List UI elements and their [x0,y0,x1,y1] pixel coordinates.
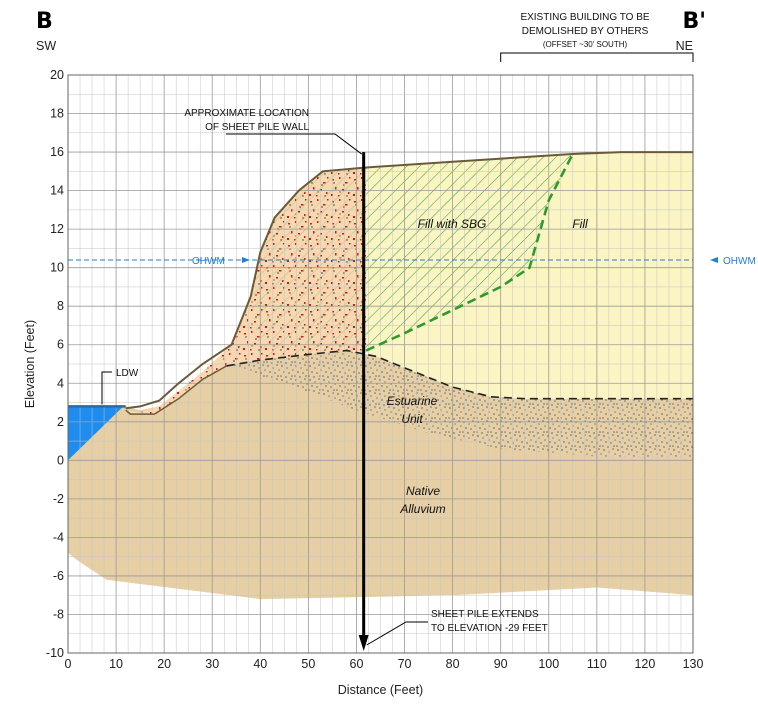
y-tick-label: 0 [57,453,64,467]
unit-label-fill: Fill [572,217,588,231]
unit-label-fill-sbg: Fill with SBG [418,217,487,231]
ohwm-label-left: OHWM [192,256,225,267]
building-extent-bracket [500,52,694,62]
plot-axes: 0 10 20 30 40 50 60 70 80 90 100 110 120 130-10-8-6-4… [23,68,703,697]
x-tick-label: 10 [109,657,123,671]
x-tick-label: 0 [65,657,72,671]
y-tick-label: 6 [57,338,64,352]
x-tick-label: 60 [350,657,364,671]
pile-note-line2: TO ELEVATION -29 FEET [431,623,548,634]
y-tick-label: -6 [53,569,64,583]
water-body [68,406,124,461]
building-note-line1: EXISTING BUILDING TO BE [520,12,649,23]
section-left-direction: SW [36,39,56,53]
x-tick-label: 50 [301,657,315,671]
wall-note-line2: OF SHEET PILE WALL [205,122,309,133]
y-tick-label: 2 [57,415,64,429]
x-axis-title: Distance (Feet) [338,683,423,697]
estuarine-unit [226,350,693,457]
building-note-line2: DEMOLISHED BY OTHERS [522,26,649,37]
section-right-letter: B' [682,9,706,34]
x-tick-label: 20 [157,657,171,671]
ohwm-arrow-left [242,256,250,263]
x-tick-label: 70 [398,657,412,671]
ldw-label: LDW [116,368,139,379]
x-tick-label: 30 [205,657,219,671]
annotations: B SW B' NE EXISTING BUILDING TO BE DEMOLISHED… [36,9,756,646]
estuarine-top-contact [226,349,693,400]
y-tick-label: 4 [57,376,64,390]
boundary-lines [68,151,693,651]
y-tick-label: 20 [50,68,64,82]
unit-label-estuarine-2: Unit [401,412,423,426]
x-tick-label: 80 [446,657,460,671]
section-right-direction: NE [676,39,693,53]
fill-sbg-contact [365,153,574,352]
unit-label-native-2: Alluvium [399,502,445,516]
ground-surface-line [125,151,693,410]
x-tick-label: 110 [587,657,607,671]
y-tick-label: -8 [53,607,64,621]
wall-note-leader [226,133,362,155]
unit-label-native: Native [406,484,440,498]
sheet-pile-arrow [358,635,369,651]
ohwm-arrow-right [710,256,718,263]
x-tick-label: 90 [494,657,508,671]
section-left-letter: B [36,9,53,34]
fill-base-line [125,365,228,415]
fill-sbg-right-hatch [366,154,573,351]
x-tick-label: 40 [253,657,267,671]
plot-frame [67,74,694,654]
y-tick-label: 14 [50,184,64,198]
y-tick-label: 12 [50,222,64,236]
y-tick-label: -4 [53,530,64,544]
y-tick-label: -2 [53,492,64,506]
unit-label-estuarine: Estuarine [387,394,438,408]
y-tick-label: 16 [50,145,64,159]
x-tick-label: 130 [683,657,704,671]
pile-note-line1: SHEET PILE EXTENDS [431,609,539,620]
y-tick-label: -10 [46,646,64,660]
ohwm-label-right: OHWM [723,256,756,267]
y-tick-label: 8 [57,299,64,313]
wall-note-line1: APPROXIMATE LOCATION [184,108,309,119]
x-tick-label: 120 [634,657,655,671]
y-tick-label: 10 [50,261,64,275]
pile-note-leader [366,621,428,646]
building-note-line3: (OFFSET ~30' SOUTH) [543,40,628,49]
y-tick-label: 18 [50,107,64,121]
x-tick-label: 100 [538,657,559,671]
y-axis-title: Elevation (Feet) [23,320,37,408]
ldw-leader [101,371,112,405]
